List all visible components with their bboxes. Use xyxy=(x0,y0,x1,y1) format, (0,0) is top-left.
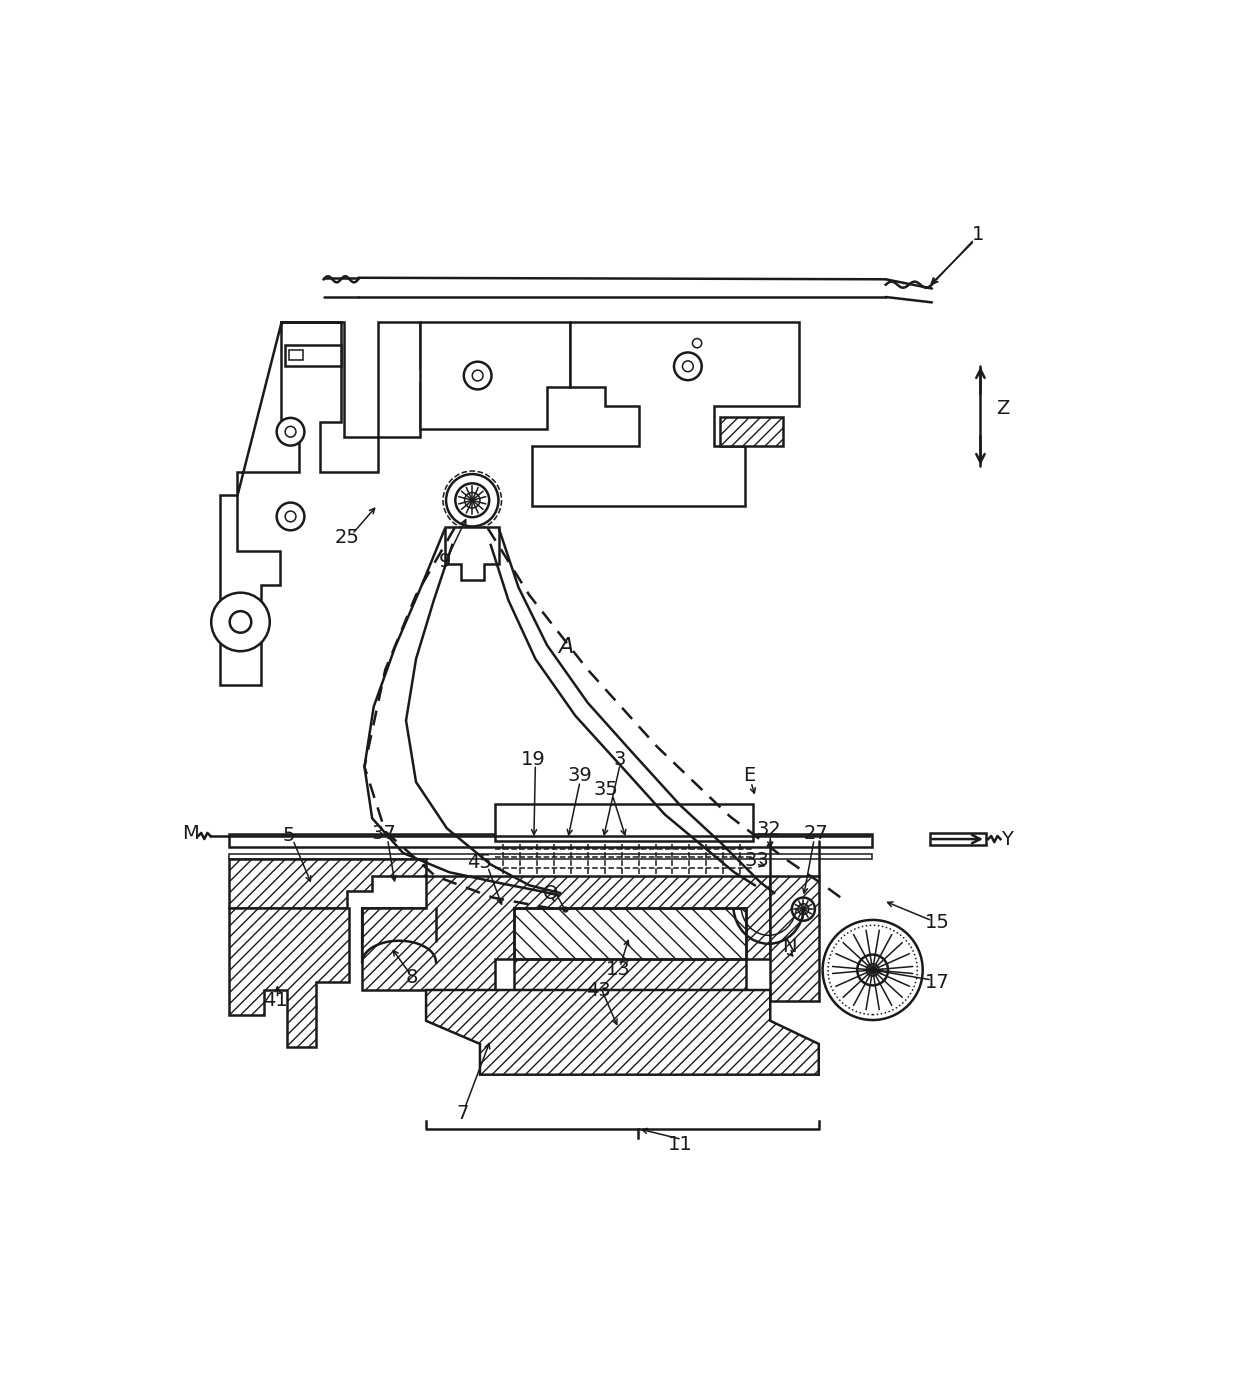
Polygon shape xyxy=(377,321,450,437)
Polygon shape xyxy=(362,908,436,963)
Bar xyxy=(720,418,784,447)
Text: 35: 35 xyxy=(594,781,619,799)
Text: Y: Y xyxy=(1001,830,1013,848)
Text: 32: 32 xyxy=(756,820,781,840)
Text: 37: 37 xyxy=(371,824,396,844)
Text: N: N xyxy=(782,937,797,957)
Circle shape xyxy=(285,426,296,437)
Circle shape xyxy=(792,898,815,921)
Text: 17: 17 xyxy=(925,972,950,992)
Circle shape xyxy=(799,904,808,915)
Text: E: E xyxy=(743,767,755,785)
Bar xyxy=(495,805,754,841)
Text: 5: 5 xyxy=(283,826,295,845)
Text: 39: 39 xyxy=(568,767,593,785)
Circle shape xyxy=(682,360,693,372)
Text: Q: Q xyxy=(543,883,558,902)
Polygon shape xyxy=(420,321,570,429)
Text: 33: 33 xyxy=(745,851,770,870)
Circle shape xyxy=(857,954,888,985)
Bar xyxy=(289,351,303,360)
Polygon shape xyxy=(229,908,350,1046)
Polygon shape xyxy=(362,876,770,990)
Text: 15: 15 xyxy=(925,912,950,932)
Circle shape xyxy=(277,503,304,531)
Text: 9: 9 xyxy=(439,552,450,571)
Polygon shape xyxy=(219,495,280,685)
Circle shape xyxy=(229,610,252,633)
Circle shape xyxy=(277,418,304,446)
Text: 41: 41 xyxy=(264,992,288,1010)
Polygon shape xyxy=(427,990,818,1074)
Bar xyxy=(930,833,986,845)
Circle shape xyxy=(675,352,702,380)
Text: 11: 11 xyxy=(668,1134,692,1154)
Circle shape xyxy=(211,592,270,651)
Text: M: M xyxy=(182,824,198,844)
Polygon shape xyxy=(444,527,500,580)
Circle shape xyxy=(692,338,702,348)
Text: 43: 43 xyxy=(587,981,611,999)
Text: 27: 27 xyxy=(804,824,828,844)
Bar xyxy=(229,834,872,847)
Circle shape xyxy=(867,964,879,977)
Circle shape xyxy=(285,511,296,522)
Text: 45: 45 xyxy=(466,852,491,872)
Bar xyxy=(285,345,341,366)
Polygon shape xyxy=(229,859,427,908)
Text: 13: 13 xyxy=(606,961,631,979)
Polygon shape xyxy=(532,321,799,507)
Circle shape xyxy=(446,474,498,527)
Circle shape xyxy=(464,362,491,390)
Circle shape xyxy=(472,370,484,381)
Polygon shape xyxy=(770,876,818,1000)
Circle shape xyxy=(822,921,923,1020)
Circle shape xyxy=(465,493,480,509)
Text: A: A xyxy=(558,637,574,657)
Circle shape xyxy=(455,483,490,517)
Circle shape xyxy=(443,471,501,529)
Text: 1: 1 xyxy=(972,225,985,244)
Polygon shape xyxy=(237,321,377,495)
Text: 7: 7 xyxy=(456,1104,469,1123)
Text: Z: Z xyxy=(996,400,1009,418)
Polygon shape xyxy=(513,908,745,960)
Text: 8: 8 xyxy=(405,968,418,988)
Bar xyxy=(229,854,872,859)
Text: 3: 3 xyxy=(614,750,626,768)
Text: 19: 19 xyxy=(521,750,546,768)
Text: 25: 25 xyxy=(335,528,360,546)
